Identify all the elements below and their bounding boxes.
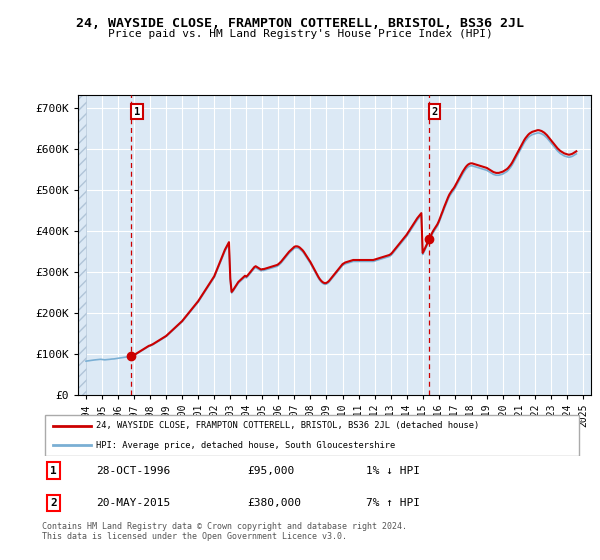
FancyBboxPatch shape (45, 416, 580, 456)
Text: 1: 1 (50, 466, 57, 476)
Text: £380,000: £380,000 (247, 498, 301, 508)
Text: Contains HM Land Registry data © Crown copyright and database right 2024.
This d: Contains HM Land Registry data © Crown c… (42, 522, 407, 542)
Text: Price paid vs. HM Land Registry's House Price Index (HPI): Price paid vs. HM Land Registry's House … (107, 29, 493, 39)
Text: 24, WAYSIDE CLOSE, FRAMPTON COTTERELL, BRISTOL, BS36 2JL: 24, WAYSIDE CLOSE, FRAMPTON COTTERELL, B… (76, 17, 524, 30)
Text: £95,000: £95,000 (247, 466, 295, 476)
Text: 1: 1 (134, 106, 140, 116)
Text: 2: 2 (431, 106, 437, 116)
Text: 28-OCT-1996: 28-OCT-1996 (96, 466, 170, 476)
Text: 20-MAY-2015: 20-MAY-2015 (96, 498, 170, 508)
Text: 7% ↑ HPI: 7% ↑ HPI (366, 498, 420, 508)
Bar (78, 95, 86, 395)
Text: HPI: Average price, detached house, South Gloucestershire: HPI: Average price, detached house, Sout… (96, 441, 395, 450)
Text: 2: 2 (50, 498, 57, 508)
Text: 1% ↓ HPI: 1% ↓ HPI (366, 466, 420, 476)
Text: 24, WAYSIDE CLOSE, FRAMPTON COTTERELL, BRISTOL, BS36 2JL (detached house): 24, WAYSIDE CLOSE, FRAMPTON COTTERELL, B… (96, 421, 479, 430)
